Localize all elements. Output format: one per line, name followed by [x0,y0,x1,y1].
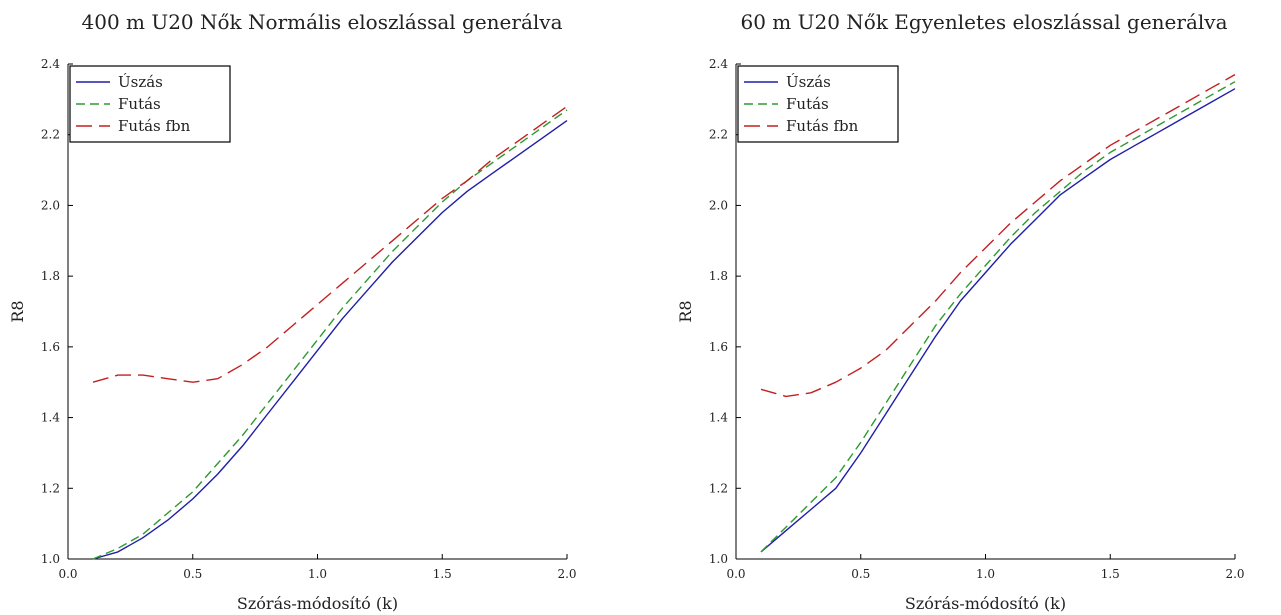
legend-label: Futás [118,95,161,113]
x-axis-label: Szórás-módosító (k) [237,594,398,613]
legend-label: Futás [786,95,829,113]
y-tick-label: 1.6 [709,340,728,354]
y-tick-label: 1.8 [709,269,728,283]
x-tick-label: 2.0 [1225,567,1244,581]
y-tick-label: 2.4 [41,57,60,71]
y-tick-label: 2.0 [709,198,728,212]
legend: Úszás Futás Futás fbn [69,65,231,143]
legend-label: Úszás [786,73,831,91]
x-tick-label: 1.0 [976,567,995,581]
x-tick-label: 0.0 [726,567,745,581]
series-line-futás [760,81,1236,553]
y-tick-label: 2.4 [709,57,728,71]
legend-label: Futás fbn [118,117,191,135]
chart-title: 60 m U20 Nők Egyenletes eloszlással gene… [740,10,1227,34]
y-tick-label: 1.4 [41,411,60,425]
series-line-úszás [92,120,568,560]
y-tick-label: 2.2 [41,128,60,142]
legend-label: Úszás [118,73,163,91]
x-tick-label: 0.5 [183,567,202,581]
series-line-úszás [760,88,1236,553]
y-tick-label: 1.0 [41,552,60,566]
y-tick-label: 1.2 [709,481,728,495]
x-tick-label: 0.5 [851,567,870,581]
y-tick-label: 1.6 [41,340,60,354]
y-tick-label: 2.0 [41,198,60,212]
chart-panel-2: 60 m U20 Nők Egyenletes eloszlással gene… [676,10,1245,613]
series-line-futás [92,109,568,560]
x-tick-label: 1.5 [1101,567,1120,581]
x-axis-label: Szórás-módosító (k) [905,594,1066,613]
x-tick-label: 2.0 [557,567,576,581]
x-tick-label: 1.5 [433,567,452,581]
y-tick-label: 2.2 [709,128,728,142]
series-line-futás-fbn [760,73,1236,398]
y-tick-label: 1.8 [41,269,60,283]
x-tick-label: 0.0 [58,567,77,581]
y-axis-label: R8 [676,300,695,322]
chart-panel-1: 400 m U20 Nők Normális eloszlással gener… [8,10,577,613]
series-line-futás-fbn [92,105,568,383]
chart-title: 400 m U20 Nők Normális eloszlással gener… [82,10,563,34]
x-tick-label: 1.0 [308,567,327,581]
y-tick-label: 1.2 [41,481,60,495]
y-tick-label: 1.0 [709,552,728,566]
y-tick-label: 1.4 [709,411,728,425]
y-axis-label: R8 [8,300,27,322]
legend: Úszás Futás Futás fbn [737,65,899,143]
legend-label: Futás fbn [786,117,859,135]
